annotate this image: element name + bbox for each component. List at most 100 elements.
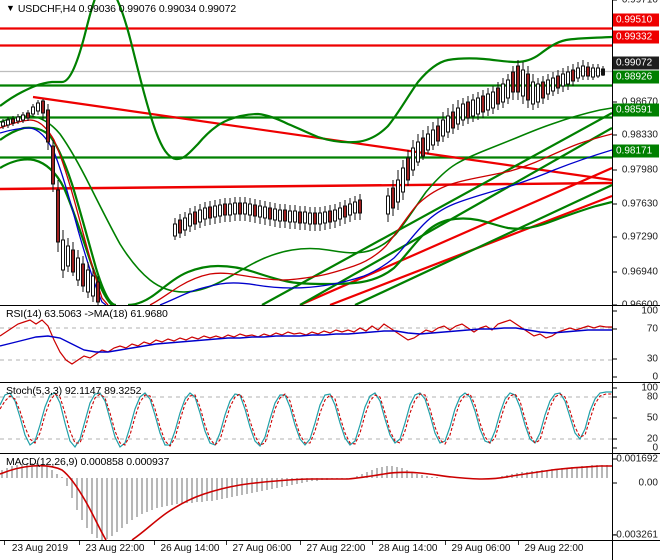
axis-tick xyxy=(613,310,617,312)
candle xyxy=(476,92,480,120)
price-tick-label: 0.99710 xyxy=(621,0,658,6)
axis-tick xyxy=(613,534,617,536)
price-tick-label: 0.98670 xyxy=(621,96,658,108)
time-tick xyxy=(226,541,227,545)
rsi-svg xyxy=(0,319,612,365)
time-tick-label: 27 Aug 22:00 xyxy=(306,543,366,554)
stochastic-panel[interactable]: Stoch(5,3,3) 92.1147 89.3252 100 80 50 20 0 xyxy=(0,383,660,454)
triangle-down-icon[interactable]: ▼ xyxy=(6,3,15,13)
candle xyxy=(208,201,212,225)
rsi-panel[interactable]: RSI(14) 63.5063 ->MA(18) 61.9680 100 70 30… xyxy=(0,305,660,383)
time-tick-label: 29 Aug 22:00 xyxy=(524,543,584,554)
candle xyxy=(486,88,490,116)
macd-signal-line xyxy=(0,464,612,540)
time-tick-label: 28 Aug 14:00 xyxy=(378,543,438,554)
candle xyxy=(526,66,530,108)
time-tick-label: 29 Aug 06:00 xyxy=(451,543,511,554)
stoch-tick-label: 0 xyxy=(652,442,658,454)
stoch-plot-area[interactable] xyxy=(0,383,660,453)
time-tick-label: 23 Aug 22:00 xyxy=(85,543,145,554)
candle xyxy=(506,74,510,104)
candle xyxy=(46,104,50,150)
macd-histogram xyxy=(1,463,608,540)
candle xyxy=(581,60,585,80)
rsi-plot-area[interactable] xyxy=(0,306,660,382)
candle xyxy=(91,268,95,302)
axis-tick xyxy=(613,203,617,205)
price-label-support[interactable]: 0.98926 xyxy=(613,70,659,84)
candle xyxy=(561,68,565,92)
price-label-resistance[interactable]: 0.99332 xyxy=(613,30,659,44)
symbol-header[interactable]: ▼ USDCHF,H4 0.99036 0.99076 0.99034 0.990… xyxy=(4,3,238,15)
price-plot-area[interactable] xyxy=(0,0,660,305)
candle xyxy=(173,218,177,240)
candle xyxy=(456,100,460,130)
rsi-header: RSI(14) 63.5063 ->MA(18) 61.9680 xyxy=(6,308,168,320)
candle xyxy=(308,207,312,231)
ma-fast-line xyxy=(0,119,612,305)
axis-tick xyxy=(613,0,617,1)
candle xyxy=(51,140,55,192)
stoch-svg xyxy=(0,391,612,449)
axis-vertical-line xyxy=(612,0,613,560)
candle xyxy=(343,200,347,224)
candle xyxy=(263,201,267,225)
candle xyxy=(401,160,405,200)
price-chart-svg xyxy=(0,0,612,305)
rsi-tick-label: 0 xyxy=(652,371,658,383)
price-chart-panel[interactable]: ▼ USDCHF,H4 0.99036 0.99076 0.99034 0.990… xyxy=(0,0,660,311)
candle xyxy=(536,78,540,108)
macd-panel[interactable]: MACD(12,26,9) 0.000858 0.000937 0.001692… xyxy=(0,453,660,541)
candle xyxy=(66,238,70,272)
candle xyxy=(193,206,197,230)
candle xyxy=(576,62,580,82)
candle xyxy=(228,198,232,222)
candle xyxy=(41,99,45,120)
stoch-tick-label: 50 xyxy=(646,412,658,424)
rsi-tick-label: 100 xyxy=(641,305,658,317)
price-label-support[interactable]: 0.98171 xyxy=(613,144,659,158)
candle xyxy=(601,66,605,76)
price-label-current-price[interactable]: 0.99072 xyxy=(613,56,659,70)
horizontal-level-lines xyxy=(0,27,612,159)
candle xyxy=(441,112,445,142)
candle xyxy=(318,207,322,231)
price-tick-label: 0.96940 xyxy=(621,266,658,278)
axis-tick xyxy=(613,358,617,360)
candle xyxy=(396,170,400,210)
time-tick xyxy=(372,541,373,545)
macd-tick-label: -0.003261 xyxy=(612,529,658,541)
rsi-tick-label: 70 xyxy=(646,323,658,335)
candle xyxy=(471,94,475,122)
candle xyxy=(358,194,362,220)
axis-tick xyxy=(613,101,617,103)
macd-svg xyxy=(0,463,612,540)
candle xyxy=(421,130,425,160)
candle xyxy=(426,126,430,154)
axis-tick xyxy=(613,387,617,389)
axis-tick xyxy=(613,328,617,330)
time-tick-label: 23 Aug 2019 xyxy=(11,543,69,554)
candle xyxy=(56,180,60,252)
macd-tick-label: 0.001692 xyxy=(616,453,658,465)
candle xyxy=(591,64,595,80)
candle xyxy=(586,62,590,80)
price-label-support[interactable]: 0.98591 xyxy=(613,103,659,117)
bollinger-middle xyxy=(0,107,612,293)
candle xyxy=(566,66,570,90)
price-label-resistance[interactable]: 0.99510 xyxy=(613,13,659,27)
time-tick-label: 26 Aug 14:00 xyxy=(160,543,220,554)
candle xyxy=(6,117,10,128)
price-axis[interactable]: 0.99710 0.99510 0.99332 0.99072 0.98926 0.986… xyxy=(612,0,660,311)
axis-tick xyxy=(613,169,617,171)
rsi-line xyxy=(0,319,612,365)
candle xyxy=(328,205,332,229)
candle xyxy=(496,82,500,110)
candle xyxy=(541,76,545,104)
candle xyxy=(303,206,307,230)
candle xyxy=(31,104,35,117)
candle xyxy=(531,74,535,110)
candle xyxy=(431,122,435,150)
macd-plot-area[interactable] xyxy=(0,454,660,540)
candle xyxy=(386,188,390,222)
